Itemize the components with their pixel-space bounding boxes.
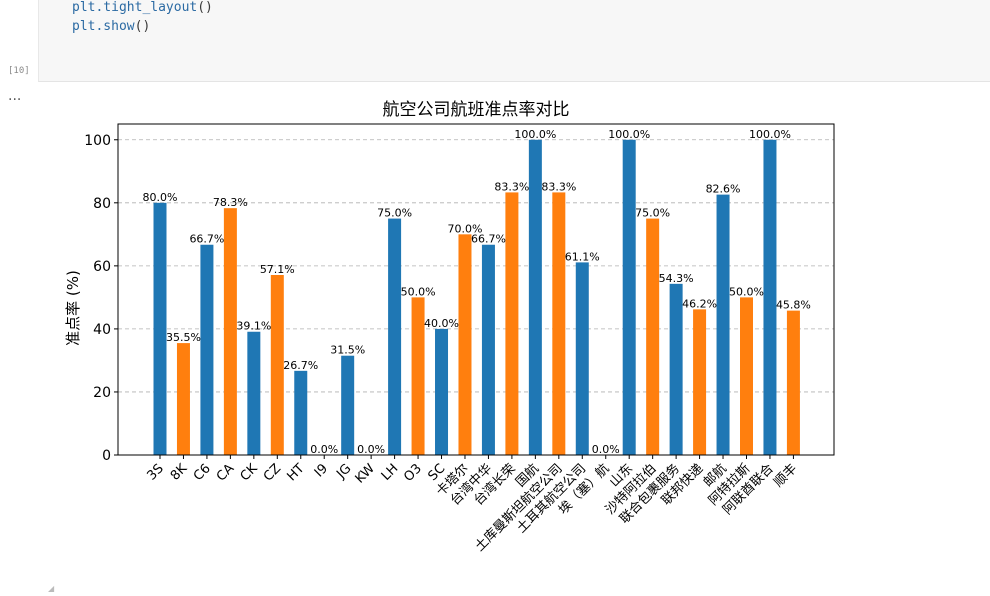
bar-value-label: 70.0% — [448, 222, 483, 235]
bar — [740, 297, 753, 455]
x-tick-label: I9 — [312, 461, 331, 480]
x-tick-label: KW — [353, 461, 378, 486]
bar — [716, 194, 730, 455]
code-cell[interactable]: plt.tight_layout() plt.show() [10] — [0, 0, 990, 82]
bar-value-label: 50.0% — [729, 285, 764, 298]
y-tick-label: 40 — [93, 322, 111, 338]
bar — [223, 208, 237, 455]
bar-value-label: 83.3% — [494, 180, 529, 193]
bar-value-label: 82.6% — [706, 183, 741, 196]
bar-value-label: 75.0% — [377, 207, 412, 220]
bar — [294, 370, 308, 455]
chart-title: 航空公司航班准点率对比 — [383, 100, 570, 120]
bar-value-label: 0.0% — [357, 443, 385, 456]
y-axis-label: 准点率 (%) — [64, 270, 82, 346]
code-editor[interactable]: plt.tight_layout() plt.show() — [38, 0, 990, 82]
bar — [763, 139, 777, 455]
bar-value-label: 78.3% — [213, 196, 248, 209]
bar-value-label: 100.0% — [749, 128, 791, 141]
code-token: .tight_layout — [95, 0, 198, 15]
bar — [153, 202, 167, 455]
output-collapse-button[interactable]: ... — [8, 88, 22, 104]
y-tick-label: 60 — [93, 259, 111, 275]
bar — [575, 262, 589, 455]
y-tick-label: 80 — [93, 196, 111, 212]
bar-value-label: 31.5% — [330, 344, 365, 357]
bar-value-label: 75.0% — [635, 207, 670, 220]
bar-value-label: 100.0% — [514, 128, 556, 141]
x-tick-label: CZ — [261, 461, 284, 484]
bar — [505, 192, 519, 455]
resize-handle[interactable]: ◢ — [48, 584, 55, 593]
bar-chart: 航空公司航班准点率对比 准点率 (%) 80.0% 35.5% 66.7% 78.3%… — [64, 100, 835, 555]
y-ticks: 0 20 40 60 80 100 — [84, 133, 118, 464]
grid-lines — [118, 139, 834, 393]
bar-value-label: 40.0% — [424, 317, 459, 330]
x-tick-label: LH — [379, 461, 402, 484]
x-tick-label: CA — [214, 461, 237, 484]
bar — [458, 234, 472, 455]
bar-value-label: 50.0% — [401, 285, 436, 298]
code-line: plt.tight_layout() — [72, 0, 213, 15]
bar — [270, 274, 284, 455]
bar — [669, 283, 683, 455]
bar-value-label: 0.0% — [592, 443, 620, 456]
bar-value-label: 35.5% — [166, 331, 201, 344]
bar — [341, 355, 355, 455]
bar-value-label: 26.7% — [283, 359, 318, 372]
x-tick-label: 3S — [145, 461, 167, 483]
bar — [435, 328, 449, 455]
bar-value-label: 46.2% — [682, 297, 717, 310]
x-tick-label: 顺丰 — [771, 461, 800, 490]
bar-value-label: 45.8% — [776, 299, 811, 312]
bar — [622, 139, 636, 455]
code-line: plt.show() — [72, 19, 150, 34]
bar-value-label: 0.0% — [310, 443, 338, 456]
output-area: 航空公司航班准点率对比 准点率 (%) 80.0% 35.5% 66.7% 78.3%… — [0, 84, 990, 592]
bar — [528, 139, 542, 455]
x-tick-label: HT — [284, 461, 307, 484]
bar-value-label: 61.1% — [565, 250, 600, 263]
bar — [552, 192, 566, 455]
bar-value-label: 80.0% — [143, 191, 178, 204]
bar-value-labels: 80.0% 35.5% 66.7% 78.3% 39.1% 57.1% 26.7% 0.0% 3… — [143, 128, 811, 456]
x-tick-label: O3 — [401, 461, 425, 485]
bar-value-label: 100.0% — [608, 128, 650, 141]
bar — [646, 218, 660, 455]
y-tick-label: 100 — [84, 133, 111, 149]
x-tick-label: 8K — [168, 461, 191, 484]
code-token: () — [197, 0, 213, 15]
bar — [176, 343, 190, 455]
bar — [481, 244, 495, 455]
y-tick-label: 20 — [93, 385, 111, 401]
axes-frame — [117, 123, 835, 456]
x-tick-label: CK — [238, 461, 261, 484]
y-tick-label: 0 — [102, 448, 111, 464]
bar — [693, 309, 707, 455]
code-token: plt — [72, 19, 96, 34]
bar — [411, 297, 425, 455]
code-token: () — [134, 19, 151, 34]
code-token: plt — [72, 0, 96, 15]
bar-value-label: 54.3% — [659, 272, 694, 285]
x-tick-label: JG — [333, 461, 354, 482]
code-token: .show — [95, 19, 135, 34]
bar-value-label: 83.3% — [541, 180, 576, 193]
x-tick-label: C6 — [191, 461, 214, 484]
bar-value-label: 57.1% — [260, 263, 295, 276]
bar-value-label: 66.7% — [471, 233, 506, 246]
bars — [153, 139, 800, 455]
bar — [247, 331, 261, 455]
bar-value-label: 39.1% — [236, 320, 271, 333]
bar — [200, 244, 214, 455]
bar-value-label: 66.7% — [189, 233, 224, 246]
bar — [786, 310, 800, 455]
execution-count: [10] — [8, 66, 30, 76]
bar — [388, 218, 402, 455]
